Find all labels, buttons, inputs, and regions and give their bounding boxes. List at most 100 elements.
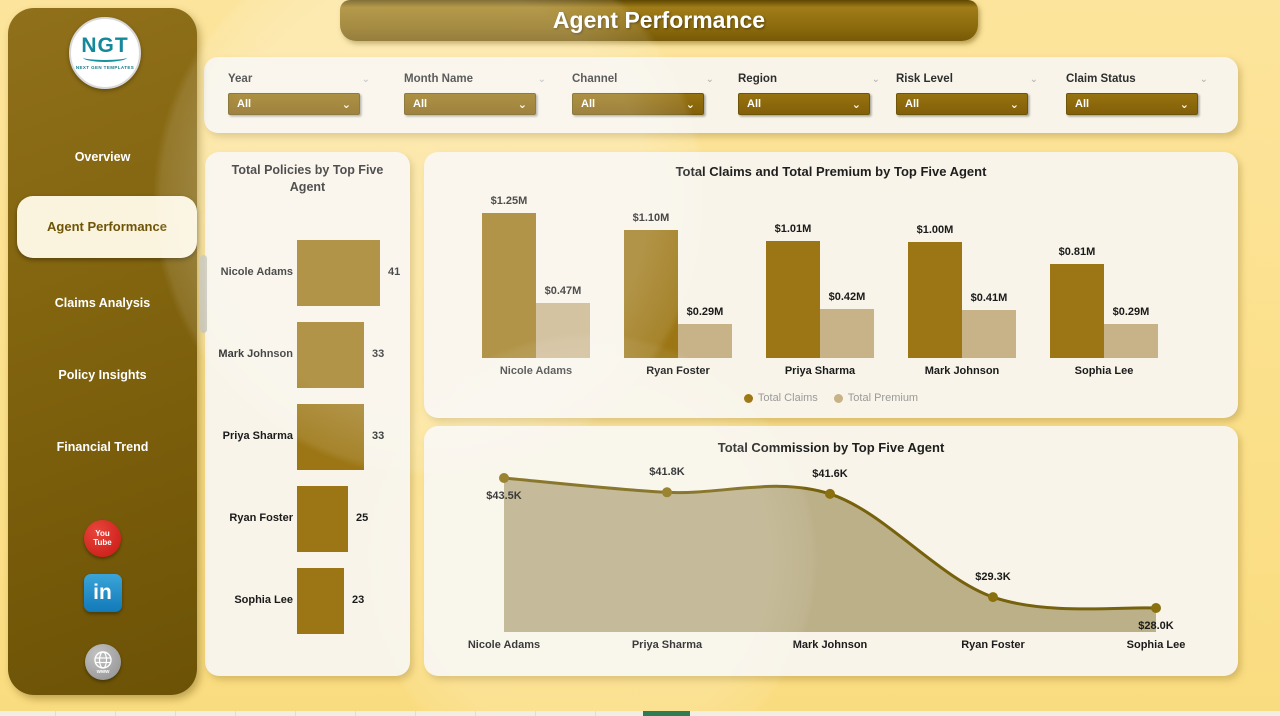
policies-bar-ryan-foster[interactable] (297, 486, 348, 552)
sheet-tab-divider (355, 711, 356, 716)
active-sheet-tab[interactable] (643, 711, 690, 716)
policies-category-label: Ryan Foster (229, 512, 293, 524)
commission-value-label: $29.3K (975, 571, 1011, 584)
youtube-icon-line1: You (95, 529, 110, 538)
total-claims-value-label: $1.25M (490, 195, 528, 207)
commission-value-label: $41.8K (649, 466, 685, 479)
commission-data-point-ryan-foster[interactable] (988, 592, 998, 603)
total-claims-bar-mark-johnson[interactable] (908, 242, 962, 358)
sheet-tab-divider (295, 711, 296, 716)
policies-category-label: Priya Sharma (222, 430, 293, 442)
sidebar-item-claims-analysis[interactable]: Claims Analysis (54, 296, 151, 310)
commission-data-point-nicole-adams[interactable] (499, 473, 509, 483)
filter-month-name-dropdown[interactable]: All ⌄ (404, 93, 536, 115)
total-premium-bar-nicole-adams[interactable] (536, 303, 590, 358)
filter-region-value: All (747, 98, 762, 110)
sidebar-item-agent-performance[interactable]: Agent Performance (17, 196, 197, 258)
total-claims-bar-nicole-adams[interactable] (482, 213, 536, 358)
policies-category-label: Sophia Lee (234, 594, 293, 606)
commission-area-svg (499, 473, 1161, 632)
total-premium-value-label: $0.47M (544, 285, 582, 297)
total-claims-bar-priya-sharma[interactable] (766, 241, 820, 358)
filter-risk-level-value: All (905, 98, 920, 110)
chevron-down-icon: ⌄ (1179, 98, 1189, 111)
commission-plot: $43.5K Nicole Adams $41.8K Priya Sharma $41.… (424, 426, 1238, 676)
claims-premium-category-label: Sophia Lee (1074, 365, 1134, 377)
filter-risk-level: Risk Level ⌄ All ⌄ (896, 71, 1038, 115)
chevron-down-icon: ⌄ (1009, 98, 1019, 111)
policies-chart-card: Total Policies by Top Five Agent Nicole … (205, 152, 410, 676)
policies-value-label: 33 (372, 348, 385, 360)
commission-data-point-sophia-lee[interactable] (1151, 603, 1161, 613)
filter-claim-status-dropdown[interactable]: All ⌄ (1066, 93, 1198, 115)
legend-label: Total Premium (847, 392, 919, 404)
logo-swoosh-icon (83, 53, 127, 62)
filter-risk-level-label: Risk Level (896, 73, 953, 85)
total-claims-bar-ryan-foster[interactable] (624, 230, 678, 358)
chevron-down-icon[interactable]: ⌄ (871, 73, 880, 85)
chevron-down-icon[interactable]: ⌄ (1199, 73, 1208, 85)
total-premium-bar-sophia-lee[interactable] (1104, 324, 1158, 358)
sidebar-item-overview[interactable]: Overview (74, 150, 131, 164)
filter-month-name: Month Name ⌄ All ⌄ (404, 71, 546, 115)
commission-chart-title: Total Commission by Top Five Agent (717, 440, 945, 455)
total-premium-bar-mark-johnson[interactable] (962, 310, 1016, 358)
chevron-down-icon[interactable]: ⌄ (361, 73, 370, 85)
policies-value-label: 41 (388, 266, 401, 278)
ngt-logo-letters: NGT (81, 34, 129, 57)
policies-bar-priya-sharma[interactable] (297, 404, 364, 470)
social-youtube-wrap: You Tube (8, 520, 197, 557)
filter-risk-level-dropdown[interactable]: All ⌄ (896, 93, 1028, 115)
policies-bar-nicole-adams[interactable] (297, 240, 380, 306)
filter-year: Year ⌄ All ⌄ (228, 71, 370, 115)
sheet-tab-divider (595, 711, 596, 716)
globe-glyph: www (93, 651, 112, 675)
chevron-down-icon[interactable]: ⌄ (705, 73, 714, 85)
policies-bar-mark-johnson[interactable] (297, 322, 364, 388)
filter-month-name-header: Month Name ⌄ (404, 71, 546, 87)
sidebar-item-policy-insights[interactable]: Policy Insights (58, 368, 147, 382)
globe-www-icon[interactable]: www (84, 644, 121, 680)
ngt-logo: NGT NEXT GEN TEMPLATES (69, 17, 141, 89)
filter-channel-header: Channel ⌄ (572, 71, 714, 87)
filter-channel-label: Channel (572, 73, 618, 85)
legend-item-total-premium[interactable]: Total Premium (833, 392, 919, 404)
total-premium-bar-priya-sharma[interactable] (820, 309, 874, 358)
policies-bar-sophia-lee[interactable] (297, 568, 344, 634)
total-claims-value-label: $1.01M (774, 223, 812, 235)
filter-panel: Year ⌄ All ⌄ Month Name ⌄ All ⌄ Channel ⌄ All ⌄ Regi… (204, 57, 1238, 133)
total-claims-bar-sophia-lee[interactable] (1050, 264, 1104, 358)
svg-text:www: www (95, 669, 110, 675)
total-premium-bar-ryan-foster[interactable] (678, 324, 732, 358)
commission-value-label: $28.0K (1138, 620, 1174, 632)
chevron-down-icon[interactable]: ⌄ (1029, 73, 1038, 85)
sidebar-item-financial-trend[interactable]: Financial Trend (56, 440, 149, 454)
scrollbar-thumb[interactable] (200, 255, 207, 333)
commission-data-point-priya-sharma[interactable] (662, 487, 672, 498)
linkedin-icon[interactable]: in (83, 574, 122, 612)
total-claims-value-label: $0.81M (1058, 246, 1096, 258)
legend-item-total-claims[interactable]: Total Claims (743, 392, 818, 404)
policies-chart-title: Total Policies by Top Five Agent (231, 163, 384, 194)
sheet-tab-divider (55, 711, 56, 716)
chevron-down-icon[interactable]: ⌄ (537, 73, 546, 85)
policies-category-label: Nicole Adams (220, 266, 293, 278)
legend-label: Total Claims (757, 392, 818, 404)
filter-month-name-label: Month Name (404, 73, 473, 85)
filter-region-dropdown[interactable]: All ⌄ (738, 93, 870, 115)
filter-year-dropdown[interactable]: All ⌄ (228, 93, 360, 115)
youtube-icon[interactable]: You Tube (84, 520, 121, 557)
social-website-wrap: www (8, 644, 197, 680)
total-claims-value-label: $1.00M (916, 224, 954, 236)
commission-value-label: $41.6K (812, 467, 848, 480)
commission-category-label: Mark Johnson (792, 639, 868, 651)
page-title: Agent Performance (552, 7, 766, 33)
commission-category-label: Ryan Foster (961, 639, 1025, 651)
sheet-tab-divider (535, 711, 536, 716)
commission-data-point-mark-johnson[interactable] (825, 488, 835, 499)
policies-plot: Nicole Adams 41 Mark Johnson 33 Priya Sharma… (205, 152, 410, 676)
filter-channel-dropdown[interactable]: All ⌄ (572, 93, 704, 115)
sheet-tab-divider (415, 711, 416, 716)
total-premium-value-label: $0.41M (970, 292, 1008, 304)
